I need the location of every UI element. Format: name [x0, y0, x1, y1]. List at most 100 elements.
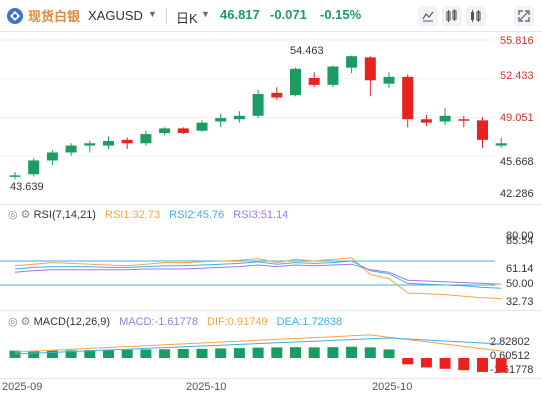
- macd-bar: [290, 347, 301, 358]
- price-axis-label: 55.816: [500, 35, 534, 47]
- macd-bar: [84, 350, 96, 358]
- macd-bar: [327, 347, 339, 358]
- divider: [166, 8, 167, 24]
- macd-bar: [402, 358, 414, 365]
- candle-body: [159, 128, 171, 133]
- hide-eye-icon[interactable]: ◎: [8, 316, 18, 328]
- price-change: -0.071: [270, 7, 307, 22]
- settings-button[interactable]: [466, 6, 486, 26]
- settings-gear-icon[interactable]: ⚙: [20, 316, 31, 328]
- rsi-axis-label: 85.54: [506, 235, 534, 247]
- low-price-label: 43.639: [10, 181, 44, 193]
- chevron-down-icon[interactable]: ▼: [201, 9, 210, 19]
- macd-bar: [46, 350, 58, 358]
- candle-body: [327, 66, 339, 85]
- indicator-button[interactable]: [418, 6, 438, 26]
- chevron-down-icon[interactable]: ▼: [148, 9, 157, 19]
- macd-bar: [308, 347, 320, 358]
- macd-bar: [103, 349, 114, 358]
- candle-body: [383, 76, 395, 84]
- candle-body: [252, 94, 264, 116]
- macd-bar: [383, 349, 395, 358]
- header-divider: [0, 31, 542, 32]
- brand-label: 现货白银: [28, 9, 81, 24]
- macd-bar: [121, 349, 133, 358]
- time-axis-divider: [0, 378, 542, 379]
- macd-bar: [271, 347, 283, 358]
- macd-bar: [9, 350, 21, 358]
- price-axis-label: 49.051: [500, 112, 534, 124]
- compare-icon: [446, 9, 457, 22]
- hide-eye-icon[interactable]: ◎: [8, 209, 18, 221]
- macd-legend: ◎ ⚙ MACD(12,26,9) MACD:-1.61778 DIF:0.91…: [8, 315, 342, 328]
- pane-divider: [0, 204, 542, 205]
- dea-line: [14, 337, 502, 355]
- macd-bar: [346, 346, 358, 358]
- macd-bar: [458, 358, 470, 371]
- period-selector[interactable]: 日K: [176, 11, 198, 26]
- macd-title: MACD(12,26,9): [33, 316, 111, 328]
- candle-body: [271, 92, 283, 98]
- candle-body: [420, 119, 432, 123]
- candle-body: [28, 160, 40, 175]
- high-price-label: 54.463: [290, 45, 324, 57]
- macd-bar: [196, 348, 208, 358]
- macd-bar: [140, 349, 152, 358]
- settings-gear-icon[interactable]: ⚙: [20, 209, 31, 221]
- candle-body: [402, 76, 414, 120]
- dif-line: [14, 334, 502, 353]
- fullscreen-button[interactable]: [514, 6, 534, 26]
- macd-bar: [364, 347, 376, 358]
- compare-button[interactable]: [442, 6, 462, 26]
- settings-icon: [471, 10, 481, 22]
- macd-bar: [28, 350, 40, 358]
- macd-bar: [439, 358, 451, 369]
- time-axis-label: 2025-09: [2, 381, 43, 393]
- rsi-axis-label: 32.73: [506, 296, 534, 308]
- macd-bar: [495, 358, 507, 373]
- macd-bar: [215, 348, 227, 358]
- fullscreen-icon: [518, 10, 530, 22]
- candle-body: [495, 143, 507, 146]
- candle-body: [84, 143, 96, 146]
- price-change-percent: -0.15%: [320, 7, 362, 22]
- candle-body: [9, 175, 21, 177]
- pane-divider: [0, 310, 542, 311]
- rsi3-value: RSI3:51.14: [233, 209, 289, 221]
- time-axis-label: 2025-10: [372, 381, 413, 393]
- price-axis-label: 52.433: [500, 70, 534, 82]
- rsi-title: RSI(7,14,21): [33, 209, 96, 221]
- macd-bar: [420, 358, 432, 368]
- rsi-line-1: [14, 257, 502, 300]
- candle-body: [103, 140, 114, 146]
- macd-bar: [477, 358, 488, 372]
- rsi-line-2: [14, 260, 502, 289]
- candle-body: [364, 57, 376, 81]
- rsi-line-3: [14, 263, 502, 285]
- candle-body: [177, 128, 189, 133]
- candle-body: [477, 120, 488, 140]
- macd-bar: [233, 348, 245, 358]
- last-price: 46.817: [220, 7, 260, 22]
- rsi2-value: RSI2:45.76: [169, 209, 225, 221]
- candle-body: [46, 152, 58, 161]
- dea-value: DEA:1.72638: [276, 316, 343, 328]
- candle-body: [233, 115, 245, 120]
- rsi-axis-label: 80.00: [506, 230, 534, 242]
- macd-value: MACD:-1.61778: [119, 316, 198, 328]
- time-axis-label: 2025-10: [186, 381, 227, 393]
- macd-axis-label: 2.82802: [490, 336, 530, 348]
- indicator-icon: [422, 11, 434, 22]
- silver-coin-icon: [7, 7, 23, 24]
- symbol-selector[interactable]: XAGUSD: [88, 8, 143, 23]
- brand-logo[interactable]: 现货白银: [6, 6, 80, 25]
- macd-bar: [177, 349, 189, 358]
- candle-body: [346, 56, 358, 68]
- macd-bar: [252, 347, 264, 358]
- macd-bar: [65, 350, 77, 358]
- rsi-axis-label: 61.14: [506, 263, 534, 275]
- candle-body: [121, 139, 133, 144]
- candle-body: [140, 134, 152, 144]
- candle-body: [439, 115, 451, 122]
